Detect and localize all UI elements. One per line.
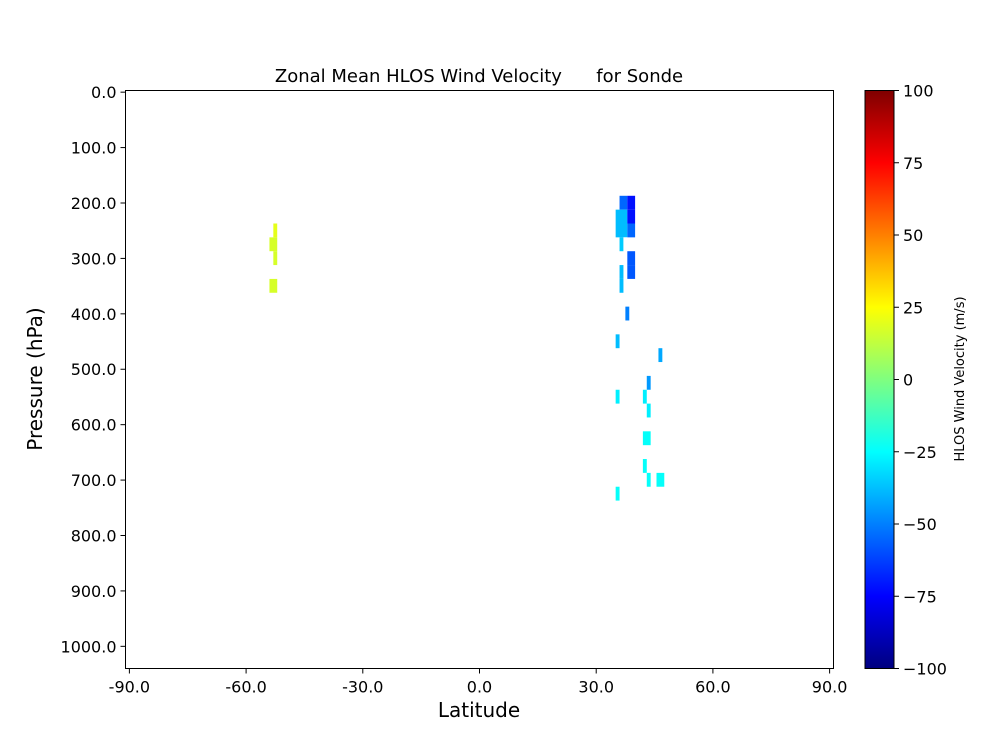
heatmap-cell-14 — [619, 278, 624, 293]
heatmap-cell-17 — [658, 348, 663, 363]
y-axis-label: Pressure (hPa) — [23, 307, 47, 450]
heatmap-cell-9 — [627, 223, 636, 238]
colorbar-tick-label: −100 — [903, 660, 947, 679]
y-tick-label: 900.0 — [71, 582, 117, 601]
heatmap-cell-16 — [615, 334, 620, 349]
plot-frame — [125, 90, 834, 669]
heatmap-cell-20 — [615, 389, 620, 404]
heatmap-cell-2 — [273, 251, 278, 266]
y-axis: 0.0 100.0 200.0 300.0 400.0 500.0 600.0 700.0 80… — [61, 83, 126, 656]
heatmap-cell-12 — [627, 265, 636, 279]
colorbar-tick-label: −25 — [903, 443, 937, 462]
heatmap-cells — [269, 195, 665, 501]
colorbar-gradient — [864, 90, 895, 669]
colorbar-tick-label: 25 — [903, 298, 923, 317]
y-tick-label: 800.0 — [71, 526, 117, 545]
heatmap-cell-5 — [627, 195, 636, 210]
x-axis: -90.0 -60.0 -30.0 0.0 30.0 60.0 90.0 — [109, 668, 848, 697]
heatmap-cell-1 — [269, 237, 278, 252]
heatmap-cell-22 — [642, 431, 651, 446]
heatmap-cell-26 — [615, 486, 620, 501]
y-tick-label: 100.0 — [71, 139, 117, 158]
x-tick-label: 0.0 — [467, 678, 492, 697]
heatmap-cell-11 — [627, 251, 636, 266]
colorbar-tick-label: −75 — [903, 587, 937, 606]
y-tick-label: 700.0 — [71, 471, 117, 490]
y-tick-label: 1000.0 — [61, 637, 117, 656]
heatmap-cell-19 — [642, 389, 647, 404]
heatmap-cell-10 — [619, 237, 624, 252]
heatmap-cell-23 — [642, 459, 647, 473]
x-tick-label: -60.0 — [225, 678, 266, 697]
y-tick-label: 500.0 — [71, 360, 117, 379]
x-tick-label: -90.0 — [109, 678, 150, 697]
heatmap-cell-0 — [273, 223, 278, 238]
chart-title: Zonal Mean HLOS Wind Velocity for Sonde — [275, 66, 683, 87]
colorbar-tick-label: 75 — [903, 154, 923, 173]
x-tick-label: 90.0 — [812, 678, 848, 697]
y-tick-label: 300.0 — [71, 249, 117, 268]
colorbar: 100 75 50 25 0 −25 −50 −75 −100 HLOS Wind Veloci… — [864, 82, 968, 679]
heatmap-cell-6 — [615, 209, 628, 224]
colorbar-tick-label: −50 — [903, 515, 937, 534]
x-tick-label: -30.0 — [342, 678, 383, 697]
heatmap-cell-21 — [646, 403, 651, 418]
heatmap-cell-18 — [646, 375, 651, 390]
heatmap-cell-7 — [627, 209, 636, 224]
y-tick-label: 600.0 — [71, 416, 117, 435]
colorbar-label: HLOS Wind Velocity (m/s) — [953, 296, 968, 461]
blank-cell-0 — [623, 237, 628, 252]
heatmap-cell-25 — [656, 472, 665, 487]
colorbar-ticks: 100 75 50 25 0 −25 −50 −75 −100 — [894, 82, 947, 679]
colorbar-tick-label: 50 — [903, 226, 923, 245]
x-tick-label: 30.0 — [578, 678, 614, 697]
heatmap-cell-4 — [619, 195, 628, 210]
heatmap-cell-3 — [269, 278, 278, 293]
x-tick-label: 60.0 — [695, 678, 731, 697]
y-tick-label: 0.0 — [91, 83, 116, 102]
colorbar-tick-label: 0 — [903, 371, 913, 390]
heatmap-cell-15 — [625, 306, 630, 321]
x-axis-label: Latitude — [438, 698, 520, 722]
heatmap-cell-13 — [619, 265, 624, 279]
y-tick-label: 400.0 — [71, 305, 117, 324]
y-tick-label: 200.0 — [71, 194, 117, 213]
heatmap-cell-24 — [646, 472, 651, 487]
colorbar-tick-label: 100 — [903, 82, 934, 101]
heatmap-cell-8 — [615, 223, 628, 238]
